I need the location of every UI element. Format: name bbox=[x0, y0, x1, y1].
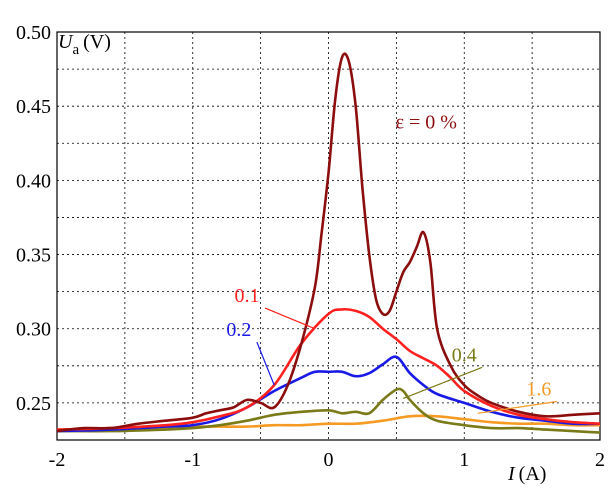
y-tick-label: 0.25 bbox=[16, 393, 51, 415]
x-tick-label: 2 bbox=[595, 449, 605, 471]
series-line bbox=[56, 414, 601, 431]
plot-frame bbox=[56, 31, 601, 441]
y-tick-label: 0.45 bbox=[16, 96, 51, 118]
series-labels: ε = 0 % 0.1 0.2 0.4 1.6 bbox=[226, 111, 558, 414]
x-axis-symbol: I bbox=[507, 463, 516, 485]
x-axis-unit: (A) bbox=[519, 463, 547, 485]
y-axis-unit: (V) bbox=[83, 31, 111, 53]
y-axis-subscript: a bbox=[72, 42, 79, 58]
axis-labels: Ua (V) I (A) bbox=[58, 31, 546, 485]
x-tick-label: 1 bbox=[459, 449, 469, 471]
series-label-leader bbox=[256, 341, 275, 386]
x-tick-label: -2 bbox=[49, 449, 66, 471]
tick-labels: -2 -1 0 1 2 0.25 0.30 0.35 0.40 0.45 0.50 bbox=[16, 22, 605, 471]
series-label: 0.4 bbox=[452, 344, 477, 366]
x-tick-label: -1 bbox=[184, 449, 201, 471]
series-group bbox=[56, 52, 601, 434]
y-tick-label: 0.30 bbox=[16, 319, 51, 341]
y-axis-symbol: U bbox=[58, 31, 74, 53]
y-axis-label: Ua (V) bbox=[58, 31, 111, 58]
series-label: 1.6 bbox=[526, 378, 551, 400]
series-label: 0.1 bbox=[235, 285, 260, 307]
series-label-leader bbox=[264, 307, 316, 330]
series-label-leader bbox=[477, 400, 558, 414]
x-axis-label: I (A) bbox=[507, 463, 546, 485]
y-tick-label: 0.50 bbox=[16, 22, 51, 44]
series-label: ε = 0 % bbox=[396, 111, 457, 133]
series-line bbox=[56, 307, 601, 431]
series-line bbox=[56, 387, 601, 434]
series-label: 0.2 bbox=[226, 319, 251, 341]
x-tick-label: 0 bbox=[324, 449, 334, 471]
series-line bbox=[56, 355, 601, 433]
series-line bbox=[56, 52, 601, 433]
grid bbox=[56, 31, 601, 441]
y-tick-label: 0.35 bbox=[16, 245, 51, 267]
y-tick-label: 0.40 bbox=[16, 170, 51, 192]
series-label-leader bbox=[402, 366, 483, 400]
